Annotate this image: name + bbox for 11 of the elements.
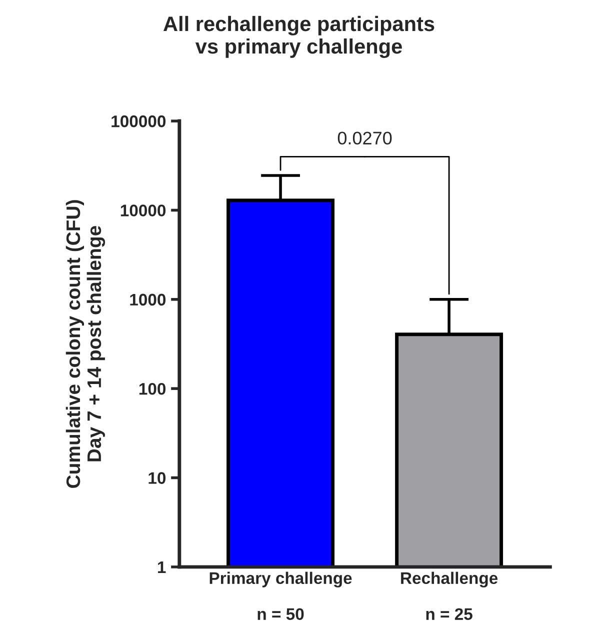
y-tick-label: 1 (158, 562, 166, 573)
y-tick-label: 10000 (120, 204, 166, 216)
category-label: Rechallenge n = 25 (401, 572, 498, 620)
chart-title: All rechallenge participants vs primary challenge (163, 16, 434, 58)
annotation: 0.0270 (338, 132, 392, 144)
y-tick-label: 100000 (112, 115, 166, 128)
y-tick-label: 100 (139, 382, 166, 395)
y-tick-label: 1000 (130, 294, 166, 306)
y-tick-label: 10 (148, 472, 166, 484)
y-axis-title: Cumulative colony count (CFU) Day 7 + 14 post challenge (66, 200, 106, 488)
category-label: Primary challenge n = 50 (210, 572, 352, 620)
